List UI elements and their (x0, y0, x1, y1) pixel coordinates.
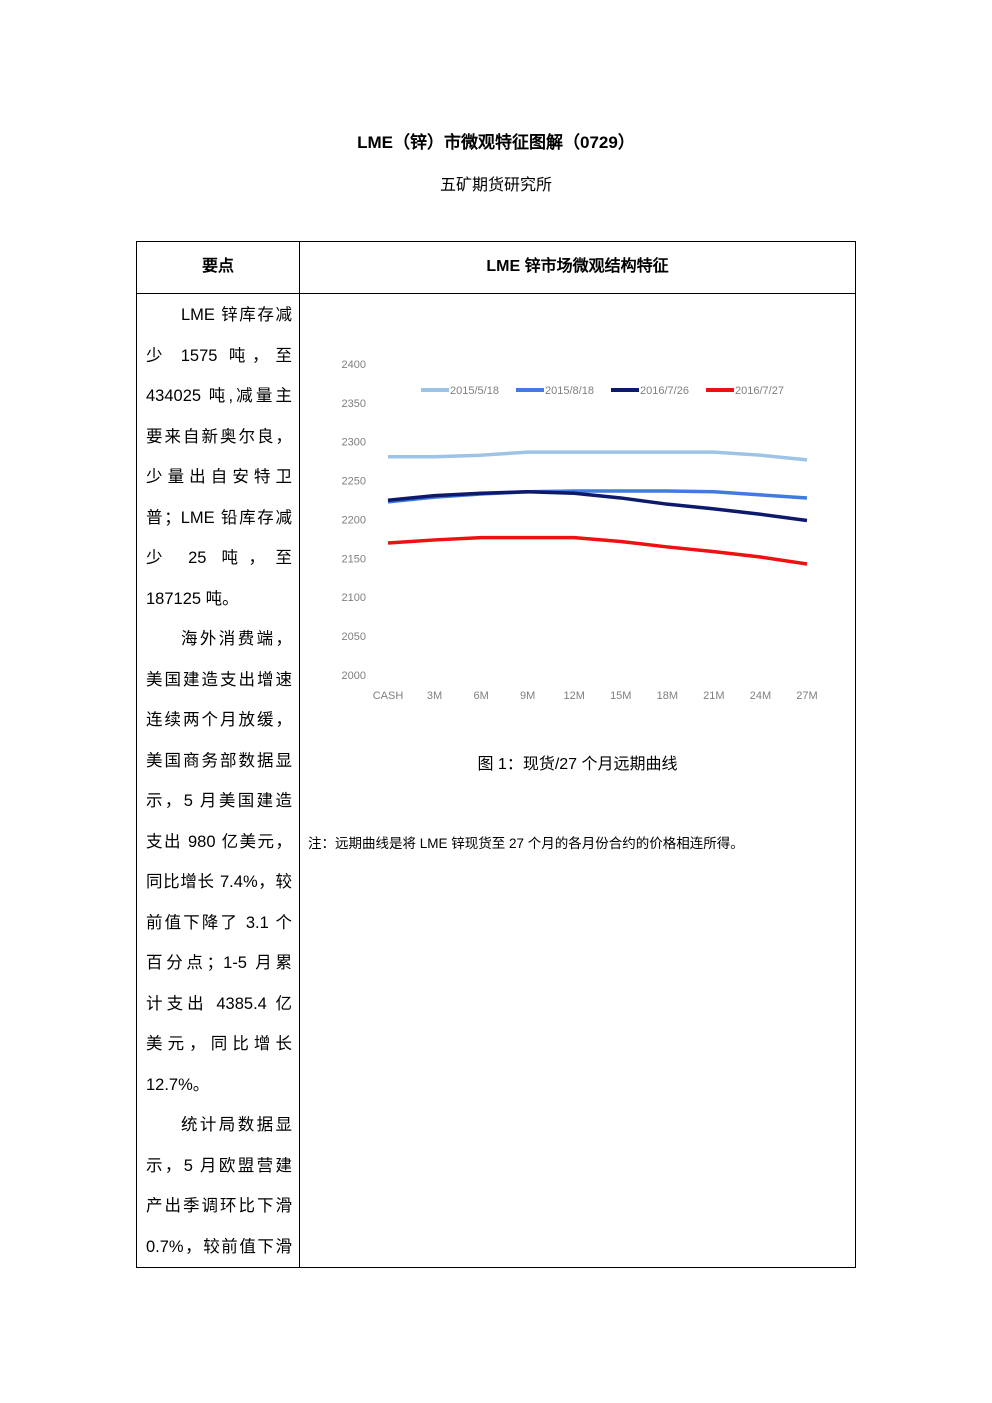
text-line: 要来自新奥尔良， (146, 427, 292, 446)
x-tick-label: 9M (520, 690, 535, 702)
series-line (387, 489, 808, 523)
y-tick-label: 2250 (342, 476, 366, 488)
legend-label: 2016/7/27 (735, 385, 784, 397)
x-tick-label: 12M (564, 690, 585, 702)
y-tick-label: 2150 (342, 553, 366, 565)
text-line: 少 25 吨，至 (146, 549, 292, 567)
doc-subtitle: 五矿期货研究所 (439, 177, 552, 194)
text-line: 连续两个月放缓， (146, 711, 292, 729)
x-tick-label: 27M (796, 690, 817, 702)
text-line: 示，5 月欧盟营建 (146, 1156, 292, 1175)
text-line: 示，5 月美国建造 (146, 792, 292, 810)
y-tick-label: 2000 (342, 670, 366, 682)
header-cell: LME 锌市场微观结构特征 (486, 258, 669, 275)
text-line: 前值下降了 3.1 个 (146, 913, 292, 932)
table (136, 241, 856, 1268)
text-line: 美国商务部数据显 (146, 751, 292, 770)
text-line: 0.7%，较前值下滑 (146, 1237, 292, 1256)
text-line: 普；LME 铅库存减 (146, 508, 292, 527)
text-line: 支出 980 亿美元， (146, 832, 292, 851)
legend-label: 2016/7/26 (640, 385, 689, 397)
text-line: 434025 吨,减量主 (146, 387, 292, 405)
text-line: 同比增长 7.4%，较 (146, 873, 292, 891)
text-line: 海外消费端， (181, 630, 292, 648)
header-cell: 要点 (201, 258, 234, 275)
text-line: 187125 吨。 (146, 589, 239, 608)
x-tick-label: 3M (427, 690, 442, 702)
row-border (137, 293, 855, 294)
y-tick-label: 2200 (342, 514, 366, 526)
text-line: 产出季调环比下滑 (146, 1197, 292, 1215)
text-line: 统计局数据显 (181, 1116, 292, 1134)
x-tick-label: CASH (373, 690, 404, 702)
y-tick-label: 2350 (342, 398, 366, 410)
series-line (388, 450, 808, 462)
figure-caption: 图 1：现货/27 个月远期曲线 (477, 756, 678, 773)
text-line: 少 1575 吨，至 (146, 346, 292, 365)
y-tick-label: 2050 (342, 631, 366, 643)
text-line: 百分点；1-5 月累 (146, 954, 292, 972)
series-line (387, 535, 808, 566)
legend-label: 2015/8/18 (545, 385, 594, 397)
note: 注：远期曲线是将 LME 锌现货至 27 个月的各月份合约的价格相连所得。 (308, 836, 744, 851)
text-line: 12.7%。 (146, 1075, 210, 1094)
x-tick-label: 18M (657, 690, 678, 702)
x-tick-label: 24M (750, 690, 771, 702)
text-line: 美元，同比增长 (146, 1035, 292, 1053)
text-line: 美国建造支出增速 (146, 670, 292, 689)
y-tick-label: 2100 (342, 592, 366, 604)
doc-title: LME（锌）市微观特征图解（0729） (357, 133, 635, 152)
y-tick-label: 2300 (342, 437, 366, 449)
text-line: LME 锌库存减 (181, 306, 292, 324)
text-line: 少量出自安特卫 (146, 468, 292, 486)
y-tick-label: 2400 (342, 359, 366, 371)
text-line: 计支出 4385.4 亿 (146, 994, 292, 1013)
x-tick-label: 6M (473, 690, 488, 702)
x-tick-label: 21M (703, 690, 724, 702)
x-tick-label: 15M (610, 690, 631, 702)
legend-label: 2015/5/18 (450, 385, 499, 397)
col-border (299, 241, 300, 1267)
